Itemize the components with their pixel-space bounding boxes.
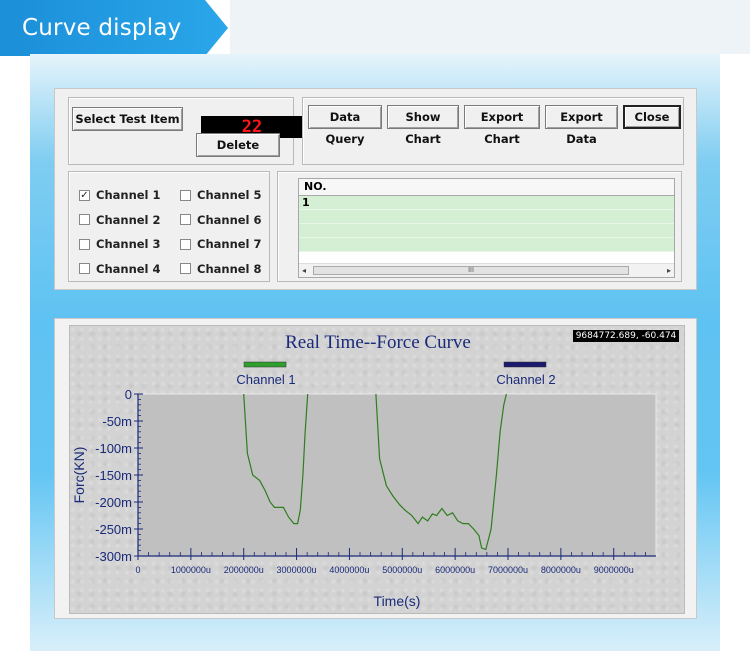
x-tick-label: 8000000u	[541, 565, 581, 575]
channel-group: ✓ Channel 1 Channel 2 Channel 3 Channel 4 Cha…	[68, 171, 270, 282]
test-item-group: Select Test Item 22 Delete	[68, 97, 303, 165]
x-tick-label: 0	[135, 565, 140, 575]
grid-header-no: NO.	[299, 179, 674, 196]
x-tick-label: 1000000u	[171, 565, 211, 575]
delete-button[interactable]: Delete	[196, 133, 280, 157]
x-tick-label: 6000000u	[435, 565, 475, 575]
y-tick-label: 0	[125, 387, 132, 402]
channel-6-checkbox[interactable]: Channel 6	[180, 213, 262, 227]
scroll-left-icon[interactable]: ◂	[302, 266, 307, 275]
checkbox-icon[interactable]	[180, 189, 191, 201]
channel-label: Channel 7	[197, 237, 262, 251]
series-line-2	[375, 393, 507, 551]
table-row[interactable]	[299, 210, 674, 224]
y-tick-label: -300m	[95, 549, 132, 564]
plot-area	[137, 393, 657, 557]
channel-5-checkbox[interactable]: Channel 5	[180, 188, 262, 202]
channel-7-checkbox[interactable]: Channel 7	[180, 237, 262, 251]
action-group: Data Query Show Chart Export Chart Expor…	[302, 97, 684, 165]
horizontal-scrollbar[interactable]: ◂ III ▸	[299, 263, 674, 277]
checkbox-icon[interactable]	[79, 214, 90, 225]
channel-label: Channel 6	[197, 212, 262, 227]
checkbox-icon[interactable]	[79, 238, 90, 250]
channel-label: Channel 3	[96, 237, 161, 251]
y-tick-label: -100m	[95, 441, 132, 456]
scroll-right-icon[interactable]: ▸	[666, 266, 671, 275]
checkbox-icon[interactable]	[180, 263, 191, 274]
force-curve-chart: Real Time--Force Curve Channel 1 Channel 2…	[71, 332, 657, 609]
x-tick-label: 4000000u	[329, 565, 369, 575]
channel-4-checkbox[interactable]: Channel 4	[79, 262, 161, 276]
close-button[interactable]: Close	[623, 105, 681, 129]
channel-8-checkbox[interactable]: Channel 8	[180, 262, 262, 276]
header-strip	[230, 0, 750, 54]
legend-label: Channel 2	[496, 372, 555, 387]
y-tick-label: -200m	[95, 495, 132, 510]
channel-label: Channel 1	[96, 188, 161, 202]
table-row[interactable]: 1	[299, 196, 674, 210]
checkbox-icon[interactable]	[79, 263, 90, 274]
x-tick-label: 9000000u	[594, 565, 634, 575]
channel-2-checkbox[interactable]: Channel 2	[79, 213, 161, 227]
x-tick-label: 7000000u	[488, 565, 528, 575]
x-tick-label: 5000000u	[382, 565, 422, 575]
channel-3-checkbox[interactable]: Channel 3	[79, 237, 161, 251]
header-banner	[0, 0, 228, 56]
channel-label: Channel 4	[96, 261, 161, 276]
y-tick-label: -150m	[95, 468, 132, 483]
legend-swatch	[243, 361, 287, 368]
chart-title: Real Time--Force Curve	[285, 332, 471, 353]
test-item-counter: 22	[201, 116, 303, 138]
channel-label: Channel 5	[197, 188, 262, 202]
channel-label: Channel 8	[197, 261, 262, 276]
page-title: Curve display	[22, 15, 182, 41]
chart-panel: Real Time--Force Curve Channel 1 Channel 2…	[69, 325, 685, 614]
channel-1-checkbox[interactable]: ✓ Channel 1	[79, 188, 161, 202]
y-tick-label: -50m	[102, 414, 132, 429]
x-tick-label: 2000000u	[224, 565, 264, 575]
legend-swatch	[503, 361, 547, 368]
select-test-item-button[interactable]: Select Test Item	[72, 107, 183, 131]
series-line-1	[243, 393, 309, 525]
show-chart-button[interactable]: Show Chart	[387, 105, 459, 146]
x-tick-label: 3000000u	[277, 565, 317, 575]
scroll-thumb[interactable]: III	[313, 266, 629, 275]
chart-window: Real Time--Force Curve Channel 1 Channel 2…	[54, 318, 697, 619]
table-row[interactable]	[299, 224, 674, 238]
checkbox-icon[interactable]	[180, 214, 191, 225]
table-row[interactable]	[299, 238, 674, 252]
control-window: Select Test Item 22 Delete Data Query Sh…	[54, 88, 697, 290]
checkmark-icon[interactable]: ✓	[79, 189, 90, 201]
channel-label: Channel 2	[96, 212, 161, 227]
coordinate-readout: 9684772.689, -60.474	[573, 330, 679, 342]
export-data-button[interactable]: Export Data	[545, 105, 618, 146]
data-query-button[interactable]: Data Query	[308, 105, 382, 146]
y-axis-label: Forc(KN)	[71, 447, 87, 504]
x-axis-label: Time(s)	[374, 593, 421, 609]
checkbox-icon[interactable]	[180, 238, 191, 250]
y-tick-label: -250m	[95, 522, 132, 537]
legend-label: Channel 1	[236, 372, 295, 387]
export-chart-button[interactable]: Export Chart	[464, 105, 540, 146]
data-grid[interactable]: NO. 1 ◂ III ▸	[298, 178, 675, 278]
